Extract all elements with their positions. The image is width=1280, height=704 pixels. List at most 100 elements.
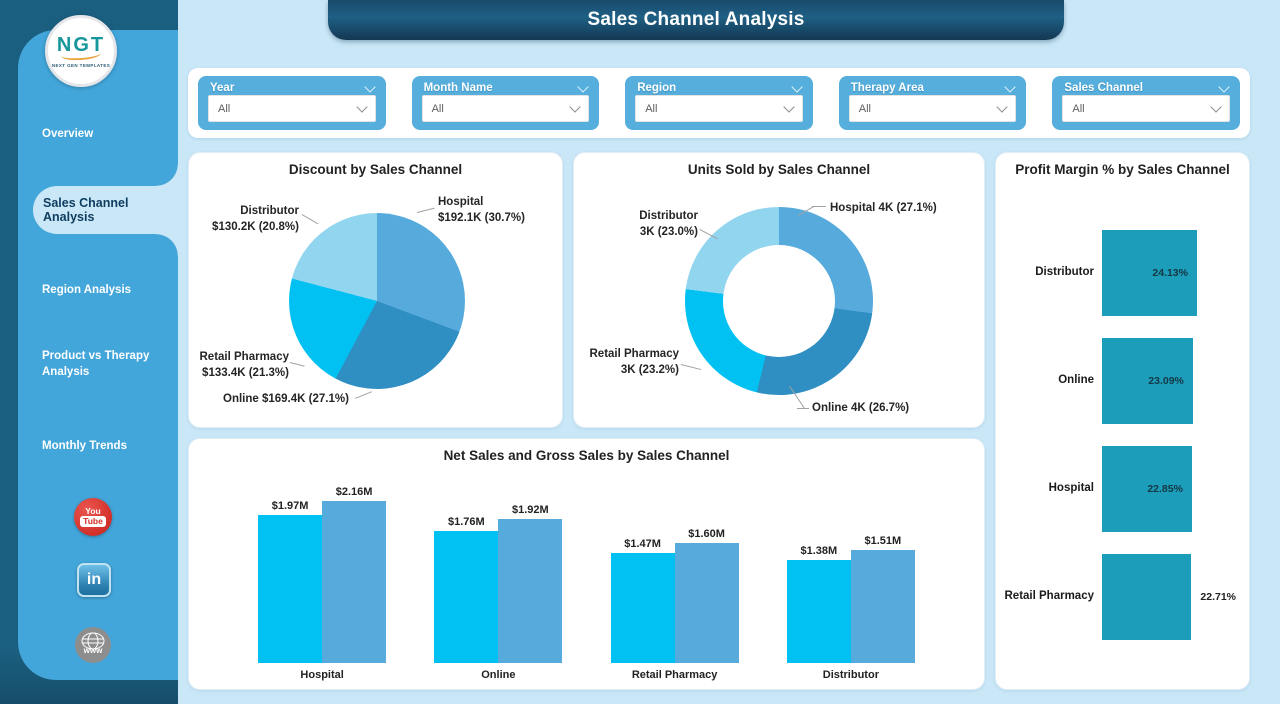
sidebar-item-monthly-trends[interactable]: Monthly Trends [42, 440, 127, 452]
filter-therapy-area-value: All [858, 102, 872, 115]
bar-group: $1.38M $1.51M Distributor [786, 535, 915, 681]
filter-bar: Year All Month Name All Region [188, 68, 1250, 138]
discount-pie[interactable] [289, 213, 465, 389]
profit-rows: Distributor 24.13% Online 23.09% Hospital 22.… [996, 219, 1237, 651]
donut-callout-retail-pharmacy: Retail Pharmacy 3K (23.2%) [589, 348, 680, 376]
sidebar-item-region-analysis[interactable]: Region Analysis [42, 284, 132, 296]
filter-region-header[interactable]: Region [625, 80, 813, 94]
profit-category-label: Online [1058, 374, 1094, 387]
svg-text:www: www [83, 646, 103, 655]
bar-value-label: $1.47M [624, 537, 661, 550]
filter-therapy-area-label: Therapy Area [850, 82, 924, 94]
bar-gross-sales[interactable] [322, 501, 387, 663]
units-sold-by-sales-channel-card: Units Sold by Sales Channel Hospital 4K … [573, 152, 985, 428]
profit-value-label: 22.71% [1200, 591, 1237, 603]
leader-line [680, 364, 702, 371]
units-chart-title: Units Sold by Sales Channel [687, 162, 871, 177]
filter-month-name-label: Month Name [423, 82, 493, 94]
bar-value-label: $1.60M [688, 528, 725, 540]
bar-gross-sales[interactable] [498, 519, 563, 663]
leader-line [289, 362, 305, 367]
profit-row: Online 23.09% [996, 327, 1237, 435]
bar-net-sales[interactable] [786, 559, 851, 663]
leader-line [417, 207, 435, 213]
filter-sales-channel-value: All [1072, 102, 1085, 115]
bar-net-sales[interactable] [610, 552, 675, 663]
bar-value-label: $1.97M [271, 500, 309, 513]
bar-net-sales[interactable] [434, 531, 499, 663]
chevron-down-icon [1210, 101, 1222, 113]
website-globe-icon[interactable]: www [75, 627, 111, 663]
bar-group: $1.97M $2.16M Hospital [258, 486, 387, 681]
filter-region-dropdown[interactable]: All [635, 95, 803, 122]
logo-caption: NEXT GEN TEMPLATES [51, 62, 111, 68]
chevron-down-icon [791, 80, 803, 93]
pie-callout-retail-pharmacy: Retail Pharmacy $133.4K (21.3%) [199, 351, 290, 379]
filter-month-name-dropdown[interactable]: All [421, 95, 590, 122]
sidebar-item-sales-channel-analysis-active[interactable]: Sales Channel Analysis [33, 164, 178, 256]
filter-region[interactable]: Region All [625, 76, 813, 130]
chevron-down-icon [355, 101, 368, 113]
profit-category-label: Hospital [1048, 482, 1094, 495]
chevron-down-icon [783, 101, 795, 113]
filter-year-dropdown[interactable]: All [208, 95, 376, 122]
profit-row: Hospital 22.85% [996, 435, 1237, 543]
profit-row: Retail Pharmacy 22.71% [996, 543, 1237, 651]
bar-value-label: $1.38M [800, 544, 838, 557]
filter-month-name-value: All [431, 102, 444, 115]
sales-chart-title: Net Sales and Gross Sales by Sales Chann… [443, 448, 730, 463]
profit-category-label: Retail Pharmacy [1004, 590, 1095, 603]
profit-bar[interactable]: 22.71% [1102, 554, 1236, 640]
pie-callout-distributor: Distributor $130.2K (20.8%) [212, 205, 299, 233]
youtube-icon[interactable]: You Tube [74, 498, 112, 536]
filter-region-value: All [645, 102, 658, 115]
bar-category-label: Distributor [822, 669, 879, 681]
profit-row: Distributor 24.13% [996, 219, 1237, 327]
units-donut[interactable] [685, 207, 873, 395]
filter-year-value: All [218, 102, 231, 115]
leader-line [301, 214, 319, 225]
filter-year[interactable]: Year All [198, 76, 386, 130]
pie-callout-hospital: Hospital $192.1K (30.7%) [438, 196, 525, 224]
filter-sales-channel-label: Sales Channel [1064, 82, 1143, 94]
donut-callout-online: Online 4K (26.7%) [812, 402, 910, 414]
bar-category-label: Retail Pharmacy [631, 669, 718, 681]
profit-value-label: 24.13% [1152, 267, 1188, 279]
filter-month-name-header[interactable]: Month Name [412, 80, 600, 94]
filter-region-label: Region [637, 82, 677, 94]
chevron-down-icon [577, 80, 589, 93]
filter-month-name[interactable]: Month Name All [411, 76, 600, 130]
filter-sales-channel-header[interactable]: Sales Channel [1052, 80, 1240, 94]
sidebar-item-product-vs-therapy[interactable]: Product vs Therapy Analysis [42, 350, 150, 379]
bar-gross-sales[interactable] [674, 543, 739, 663]
chevron-down-icon [569, 101, 581, 113]
chevron-down-icon [1218, 80, 1230, 93]
filter-sales-channel-dropdown[interactable]: All [1062, 95, 1230, 122]
bar-gross-sales[interactable] [850, 549, 915, 663]
bar-group: $1.76M $1.92M Online [434, 504, 563, 681]
profit-chart-title: Profit Margin % by Sales Channel [1015, 162, 1230, 177]
filter-sales-channel[interactable]: Sales Channel All [1052, 76, 1240, 130]
pie-callout-online: Online $169.4K (27.1%) [223, 393, 349, 405]
donut-callout-hospital: Hospital 4K (27.1%) [830, 202, 937, 214]
leader-line [355, 391, 373, 399]
profit-bar[interactable]: 23.09% [1102, 338, 1193, 424]
profit-category-label: Distributor [1035, 266, 1094, 279]
bar-value-label: $1.92M [512, 504, 549, 516]
filter-therapy-area-dropdown[interactable]: All [848, 95, 1017, 122]
profit-value-label: 23.09% [1148, 375, 1184, 387]
sidebar-active-label: Sales Channel Analysis [43, 196, 129, 224]
leader-line [797, 408, 809, 409]
sidebar-item-overview[interactable]: Overview [42, 128, 94, 140]
filter-year-label: Year [210, 82, 235, 94]
filter-therapy-area-header[interactable]: Therapy Area [839, 80, 1027, 94]
linkedin-icon[interactable]: in [77, 563, 111, 597]
logo-text: NGT [56, 33, 106, 56]
filter-therapy-area[interactable]: Therapy Area All [838, 76, 1027, 130]
bar-net-sales[interactable] [258, 515, 323, 663]
profit-bar[interactable]: 22.85% [1102, 446, 1192, 532]
filter-year-header[interactable]: Year [198, 80, 386, 94]
discount-by-sales-channel-card: Discount by Sales Channel Hospital $192.1… [188, 152, 563, 428]
profit-bar[interactable]: 24.13% [1102, 230, 1197, 316]
